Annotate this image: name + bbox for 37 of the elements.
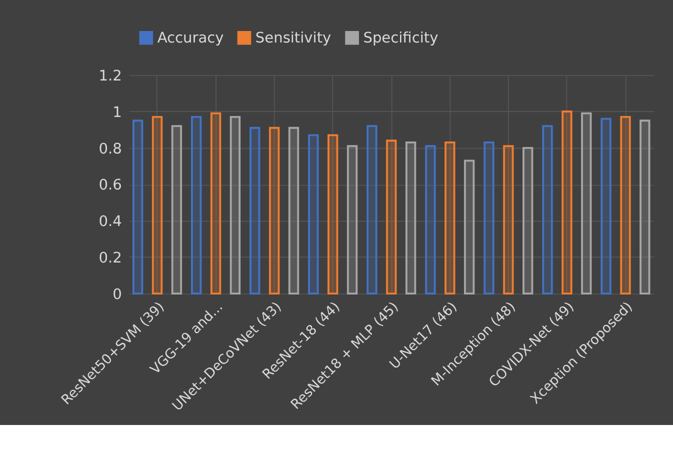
bar (640, 120, 650, 295)
bar (503, 145, 514, 295)
legend-label: Sensitivity (255, 30, 332, 47)
y-tick-label: 0.8 (98, 140, 122, 158)
bar (328, 134, 338, 295)
legend-label: Specificity (363, 30, 439, 47)
bar (425, 145, 436, 295)
bar (346, 145, 358, 295)
y-tick-label: 0.6 (98, 176, 122, 194)
bar (366, 125, 378, 295)
bar (210, 112, 222, 295)
bar (600, 118, 612, 295)
bar (405, 141, 416, 295)
bar (191, 116, 202, 295)
bar (386, 140, 397, 295)
bar (542, 125, 553, 295)
bar (171, 125, 182, 295)
bar (620, 116, 631, 295)
bar (250, 126, 260, 295)
bar (268, 126, 280, 295)
bar (484, 141, 494, 295)
bar (444, 141, 456, 295)
y-tick-label: 0.2 (98, 250, 122, 267)
y-tick-label: 1 (112, 104, 122, 121)
bar (581, 112, 592, 295)
bar (464, 160, 475, 295)
bar (308, 134, 319, 295)
bar (152, 116, 163, 295)
y-tick-label: 1.2 (98, 67, 122, 84)
bar (132, 120, 144, 295)
legend-label: Accuracy (157, 30, 224, 47)
y-tick-label: 0.4 (98, 213, 122, 230)
bar (562, 110, 572, 295)
bar (288, 126, 300, 295)
y-tick-label: 0 (112, 286, 122, 303)
bar (522, 146, 534, 295)
bar (230, 116, 241, 295)
